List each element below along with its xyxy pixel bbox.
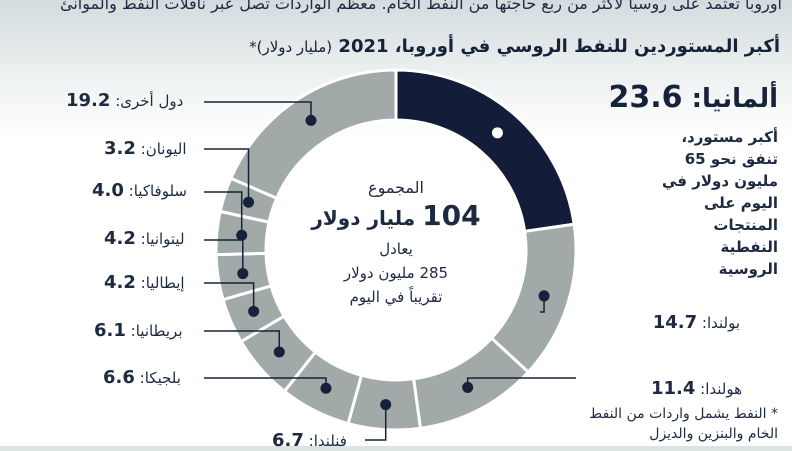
- slice-label-value: 4.0: [92, 180, 124, 201]
- leader-بلجيكا-dot: [320, 382, 332, 394]
- slice-label-name: دول أخرى: [120, 92, 184, 110]
- total-value: 104: [422, 199, 481, 232]
- slice-label-belgium: بلجيكا: 6.6: [103, 367, 181, 388]
- slice-label-finland: فنلندا: 6.7: [272, 430, 347, 451]
- slice-label-value: 4.2: [104, 228, 136, 249]
- slice-label-name: إيطاليا: [145, 274, 185, 292]
- chart-title-unit: (مليار دولار)*: [249, 38, 333, 56]
- leader-بولندا-dot: [538, 290, 550, 302]
- leader-هولندا-dot: [462, 381, 474, 393]
- leader-سلوفاكيا-line: [204, 191, 243, 236]
- equivalent-caption: يعادل: [379, 240, 413, 258]
- germany-label: ألمانيا: 23.6: [608, 80, 779, 115]
- leader-سلوفاكيا-dot: [236, 229, 248, 241]
- slice-label-value: 4.2: [104, 272, 136, 293]
- slice-label-value: 11.4: [650, 378, 696, 399]
- slice-label-others: دول أخرى: 19.2: [66, 90, 184, 111]
- slice-label-name: هولندا: [705, 380, 742, 398]
- slice-label-value: 14.7: [652, 312, 698, 333]
- footnote: * النفط يشمل واردات من النفط الخام والبن…: [589, 406, 778, 442]
- leader-ألمانيا-dot: [491, 127, 503, 139]
- total-center: المجموع 104 مليار دولار يعادل 285 مليون …: [296, 178, 496, 306]
- daily-amount: 285 مليون دولار: [343, 264, 449, 282]
- slice-label-lithuania: ليتوانيا: 4.2: [104, 228, 185, 249]
- slice-label-netherlands: هولندا: 11.4: [650, 378, 742, 399]
- leader-إيطاليا-dot: [248, 305, 260, 317]
- total-caption: المجموع: [368, 178, 424, 197]
- leader-ليتوانيا-dot: [237, 268, 249, 280]
- daily-approx: تقريباً في اليوم: [349, 288, 443, 306]
- leader-بريطانيا-line: [204, 330, 281, 352]
- slice-label-name: فنلندا: [313, 432, 347, 450]
- leader-إيطاليا-line: [204, 282, 255, 312]
- total-unit: مليار دولار: [311, 206, 416, 230]
- leader-بريطانيا-dot: [273, 346, 285, 358]
- leader-lines: [204, 101, 576, 441]
- leader-اليونان-line: [204, 148, 250, 203]
- germany-name: ألمانيا: [701, 84, 778, 114]
- slice-label-value: 19.2: [66, 90, 111, 111]
- slice-label-name: بولندا: [706, 314, 740, 332]
- slice-label-slovakia: سلوفاكيا: 4.0: [92, 180, 187, 201]
- slice-label-value: 6.1: [94, 320, 126, 341]
- total-value-row: 104 مليار دولار: [296, 199, 496, 232]
- slice-label-poland: بولندا: 14.7: [652, 312, 740, 333]
- slice-label-name: بريطانيا: [135, 322, 183, 340]
- germany-note: أكبر مستورد، تنفق نحو 65 مليون دولار في …: [661, 128, 778, 278]
- slice-label-value: 6.7: [272, 430, 304, 451]
- chart-title-main: أكبر المستوردين للنفط الروسي في أوروبا، …: [338, 36, 780, 57]
- slice-label-name: ليتوانيا: [145, 230, 185, 248]
- slice-label-name: سلوفاكيا: [133, 182, 187, 200]
- slice-label-name: بلجيكا: [144, 369, 181, 387]
- slice-دول-أخرى: [228, 68, 398, 201]
- leader-اليونان-dot: [243, 196, 255, 208]
- slice-label-italy: إيطاليا: 4.2: [104, 272, 185, 293]
- intro-text: أوروبا تعتمد على روسيا لأكثر من ربع حاجت…: [60, 0, 782, 13]
- slice-label-value: 6.6: [103, 367, 135, 388]
- slice-label-name: اليونان: [145, 140, 187, 158]
- leader-فنلندا-dot: [380, 399, 392, 411]
- slice-label-value: 3.2: [104, 138, 136, 159]
- leader-دول-أخرى-line: [204, 101, 312, 121]
- leader-دول-أخرى-dot: [305, 114, 317, 126]
- leader-فنلندا-line: [365, 404, 387, 441]
- chart-title: أكبر المستوردين للنفط الروسي في أوروبا، …: [249, 36, 780, 57]
- slice-label-uk: بريطانيا: 6.1: [94, 320, 183, 341]
- germany-value: 23.6: [608, 80, 683, 115]
- slice-label-greece: اليونان: 3.2: [104, 138, 187, 159]
